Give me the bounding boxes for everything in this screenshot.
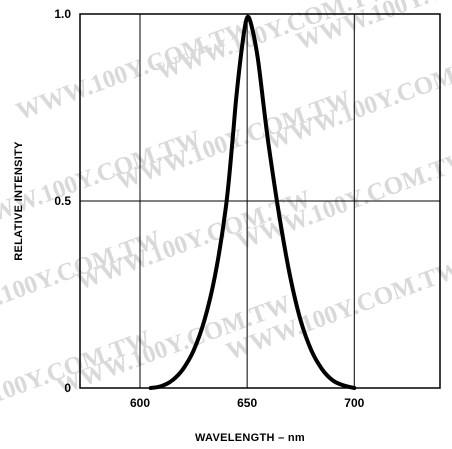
plot-frame [79,13,441,389]
x-axis-label: WAVELENGTH – nm [195,432,305,444]
y-tick-label: 0 [64,381,71,395]
x-tick-labels: 600 650 700 [130,396,365,410]
watermark-text: WWW.100Y.COM.TW [13,16,255,126]
x-tick-label: 600 [130,396,150,410]
watermark-text: WWW.100Y.COM.TW [0,126,205,236]
x-tick-label: 700 [344,396,364,410]
y-tick-labels: 0 0.5 1.0 [54,7,71,395]
y-axis-label: RELATIVE INTENSITY [13,141,25,261]
x-tick-label: 650 [237,396,257,410]
y-tick-label: 0.5 [54,194,71,208]
y-tick-label: 1.0 [54,7,71,21]
grid-lines [80,14,440,388]
series-line [148,14,357,390]
watermark-text: WWW.100Y.COM.TW [263,46,452,156]
